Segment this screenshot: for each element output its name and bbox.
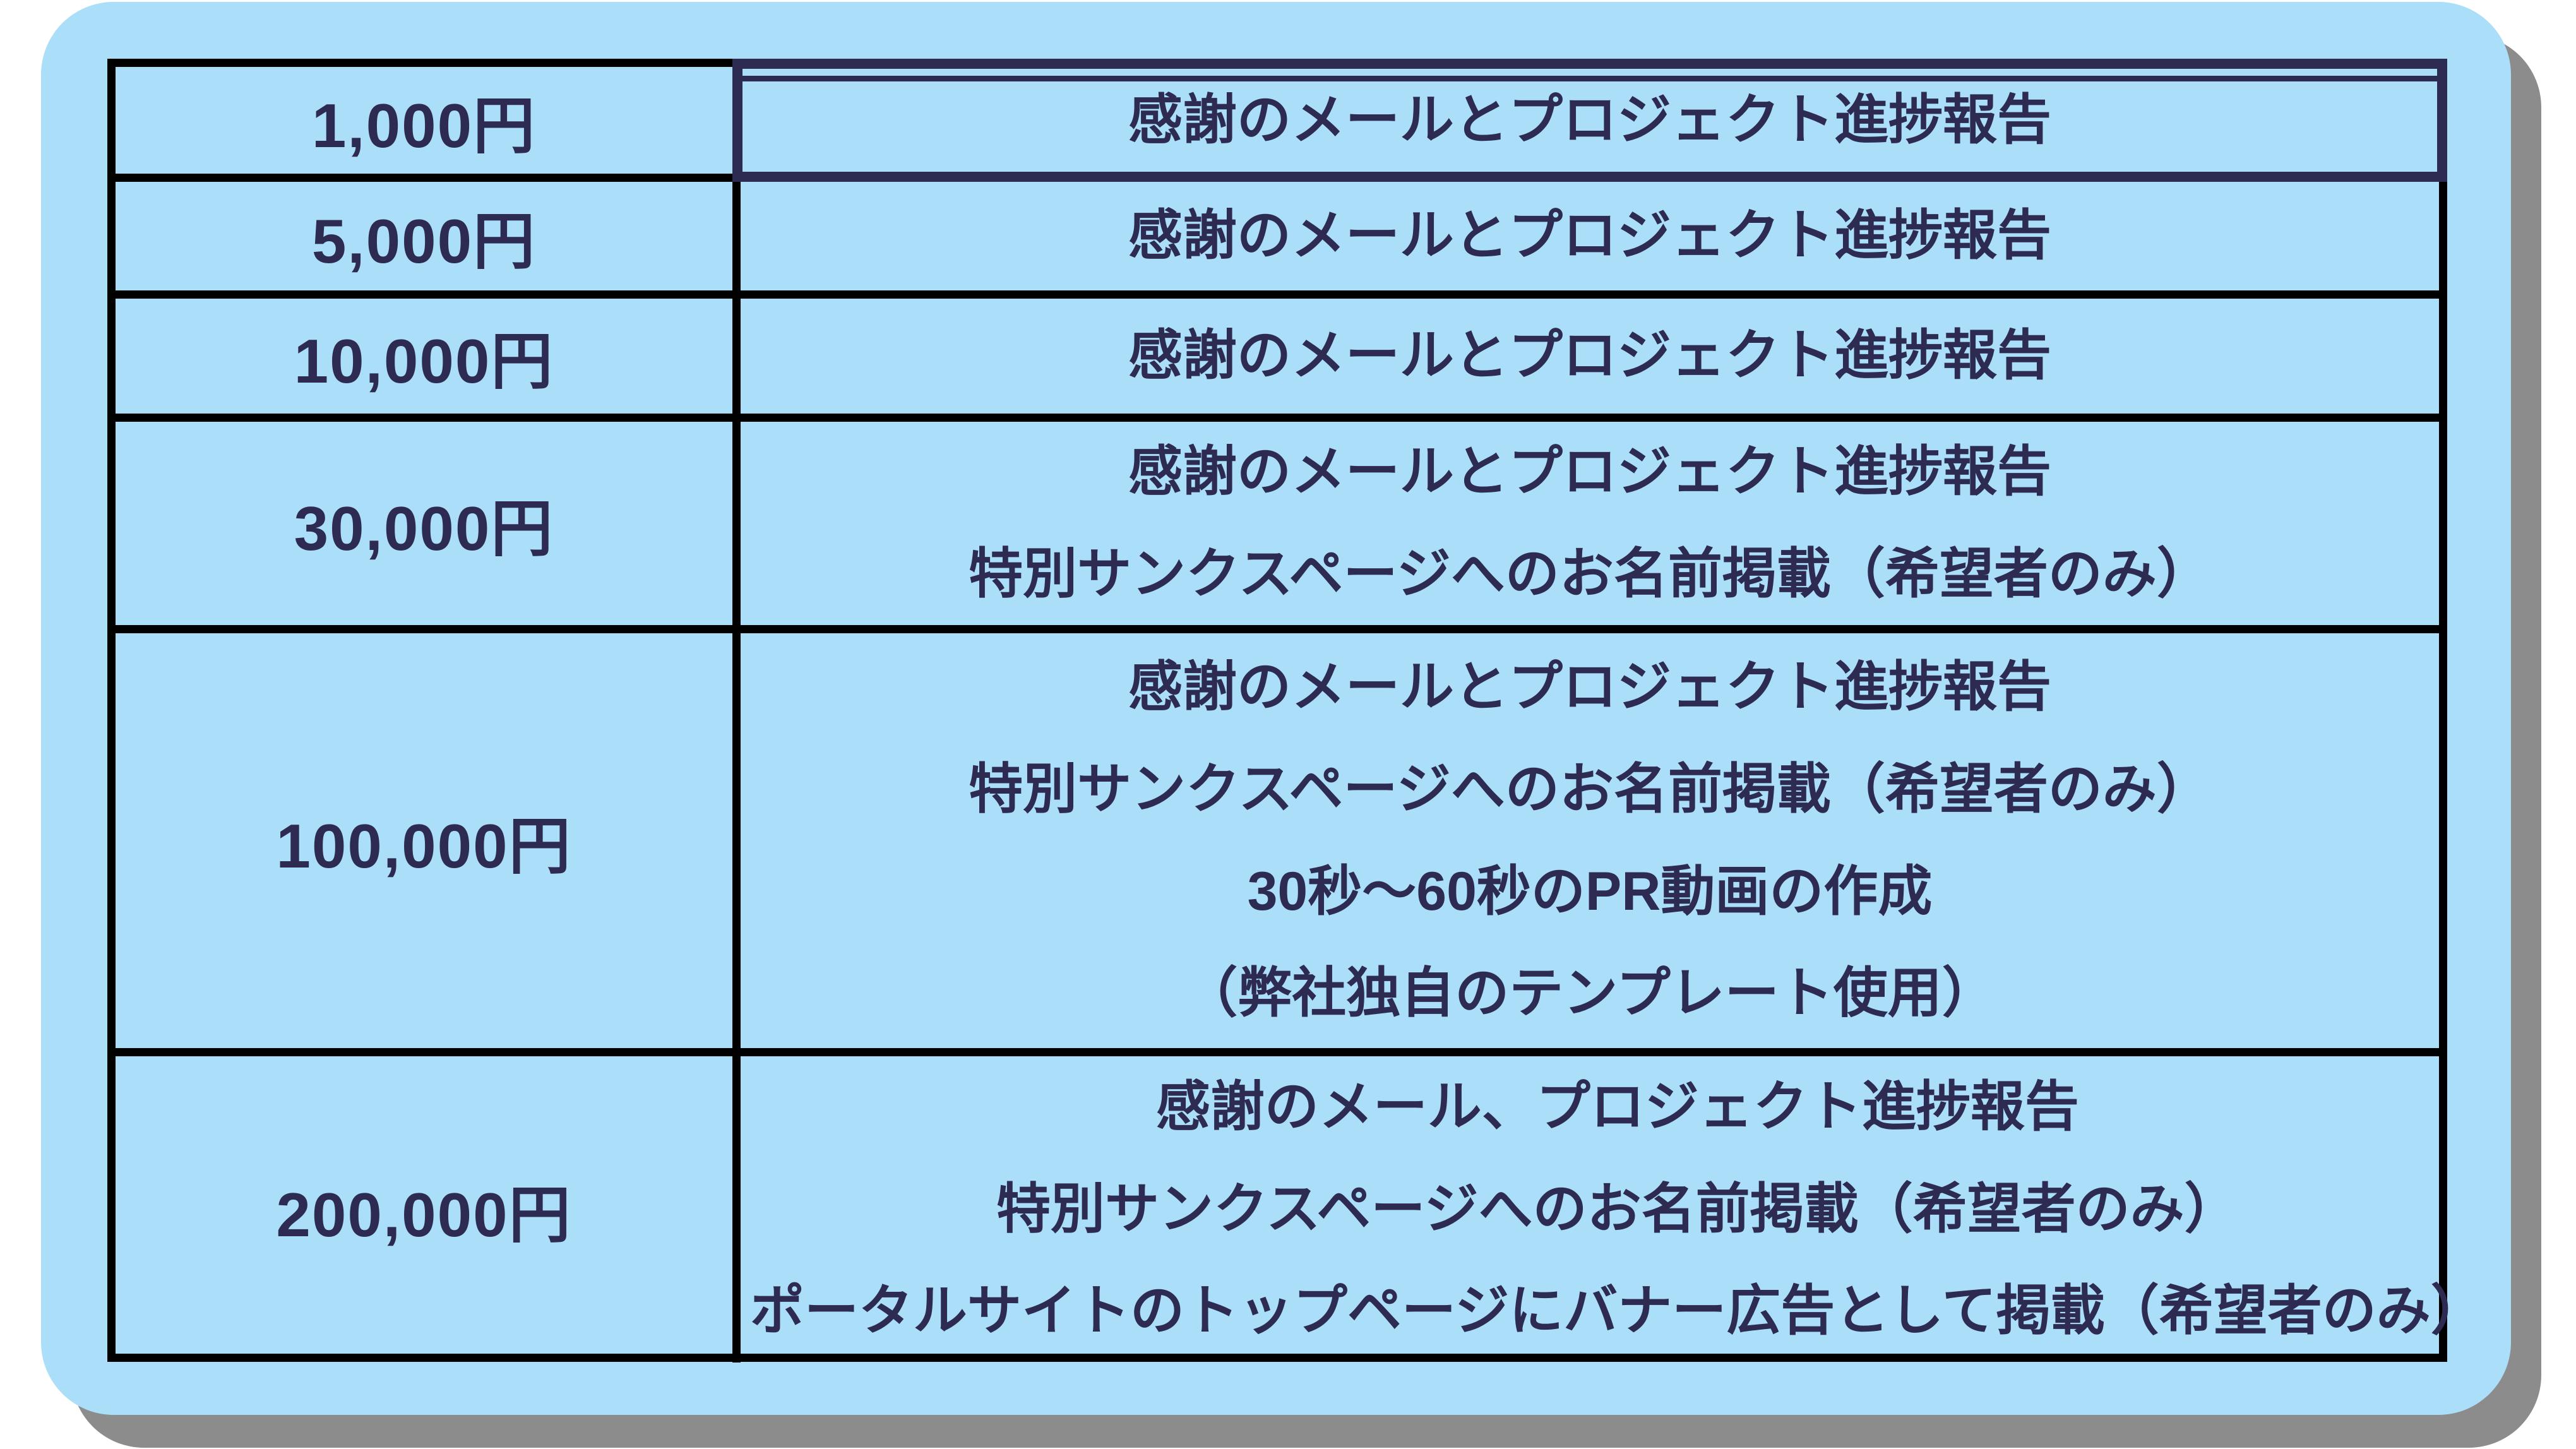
reward-line: ポータルサイトのトップページにバナー広告として掲載（希望者のみ） bbox=[750, 1280, 2485, 1342]
rewards-cell: 感謝のメールとプロジェクト進捗報告 bbox=[732, 59, 2447, 182]
table-row: 5,000円 感謝のメールとプロジェクト進捗報告 bbox=[116, 182, 2439, 299]
amount-cell: 30,000円 bbox=[116, 422, 741, 625]
table-row: 10,000円 感謝のメールとプロジェクト進捗報告 bbox=[116, 299, 2439, 422]
rewards-cell: 感謝のメールとプロジェクト進捗報告 特別サンクスページへのお名前掲載（希望者のみ… bbox=[741, 422, 2439, 625]
rewards-cell: 感謝のメール、プロジェクト進捗報告 特別サンクスページへのお名前掲載（希望者のみ… bbox=[741, 1056, 2495, 1363]
amount-cell: 100,000円 bbox=[116, 633, 741, 1048]
reward-line: （弊社独自のテンプレート使用） bbox=[1183, 963, 1996, 1024]
rewards-cell: 感謝のメールとプロジェクト進捗報告 bbox=[741, 182, 2439, 290]
reward-line: 30秒～60秒のPR動画の作成 bbox=[1247, 861, 1933, 922]
table-row: 30,000円 感謝のメールとプロジェクト進捗報告 特別サンクスページへのお名前… bbox=[116, 422, 2439, 633]
reward-line: 感謝のメールとプロジェクト進捗報告 bbox=[1128, 89, 2051, 150]
reward-line: 特別サンクスページへのお名前掲載（希望者のみ） bbox=[969, 758, 2211, 820]
amount-cell: 200,000円 bbox=[116, 1056, 741, 1363]
amount-cell: 10,000円 bbox=[116, 299, 741, 414]
reward-line: 特別サンクスページへのお名前掲載（希望者のみ） bbox=[969, 544, 2211, 604]
reward-line: 感謝のメールとプロジェクト進捗報告 bbox=[1128, 205, 2051, 266]
table-row: 100,000円 感謝のメールとプロジェクト進捗報告 特別サンクスページへのお名… bbox=[116, 633, 2439, 1056]
reward-line: 感謝のメールとプロジェクト進捗報告 bbox=[1128, 657, 2051, 718]
rewards-cell: 感謝のメールとプロジェクト進捗報告 特別サンクスページへのお名前掲載（希望者のみ… bbox=[741, 633, 2439, 1048]
amount-cell: 5,000円 bbox=[116, 182, 741, 290]
rewards-cell: 感謝のメールとプロジェクト進捗報告 bbox=[741, 299, 2439, 414]
rounded-card: 1,000円 感謝のメールとプロジェクト進捗報告 5,000円 感謝のメールとプ… bbox=[41, 2, 2511, 1415]
table-row: 1,000円 感謝のメールとプロジェクト進捗報告 bbox=[116, 59, 2447, 182]
reward-line: 特別サンクスページへのお名前掲載（希望者のみ） bbox=[996, 1178, 2239, 1239]
reward-line: 感謝のメール、プロジェクト進捗報告 bbox=[1155, 1076, 2079, 1137]
rewards-table: 1,000円 感謝のメールとプロジェクト進捗報告 5,000円 感謝のメールとプ… bbox=[107, 59, 2485, 1363]
reward-line: 感謝のメールとプロジェクト進捗報告 bbox=[1128, 325, 2051, 386]
amount-cell: 1,000円 bbox=[116, 67, 741, 174]
reward-line: 感謝のメールとプロジェクト進捗報告 bbox=[1128, 441, 2051, 503]
table-row: 200,000円 感謝のメール、プロジェクト進捗報告 特別サンクスページへのお名… bbox=[116, 1056, 2485, 1363]
